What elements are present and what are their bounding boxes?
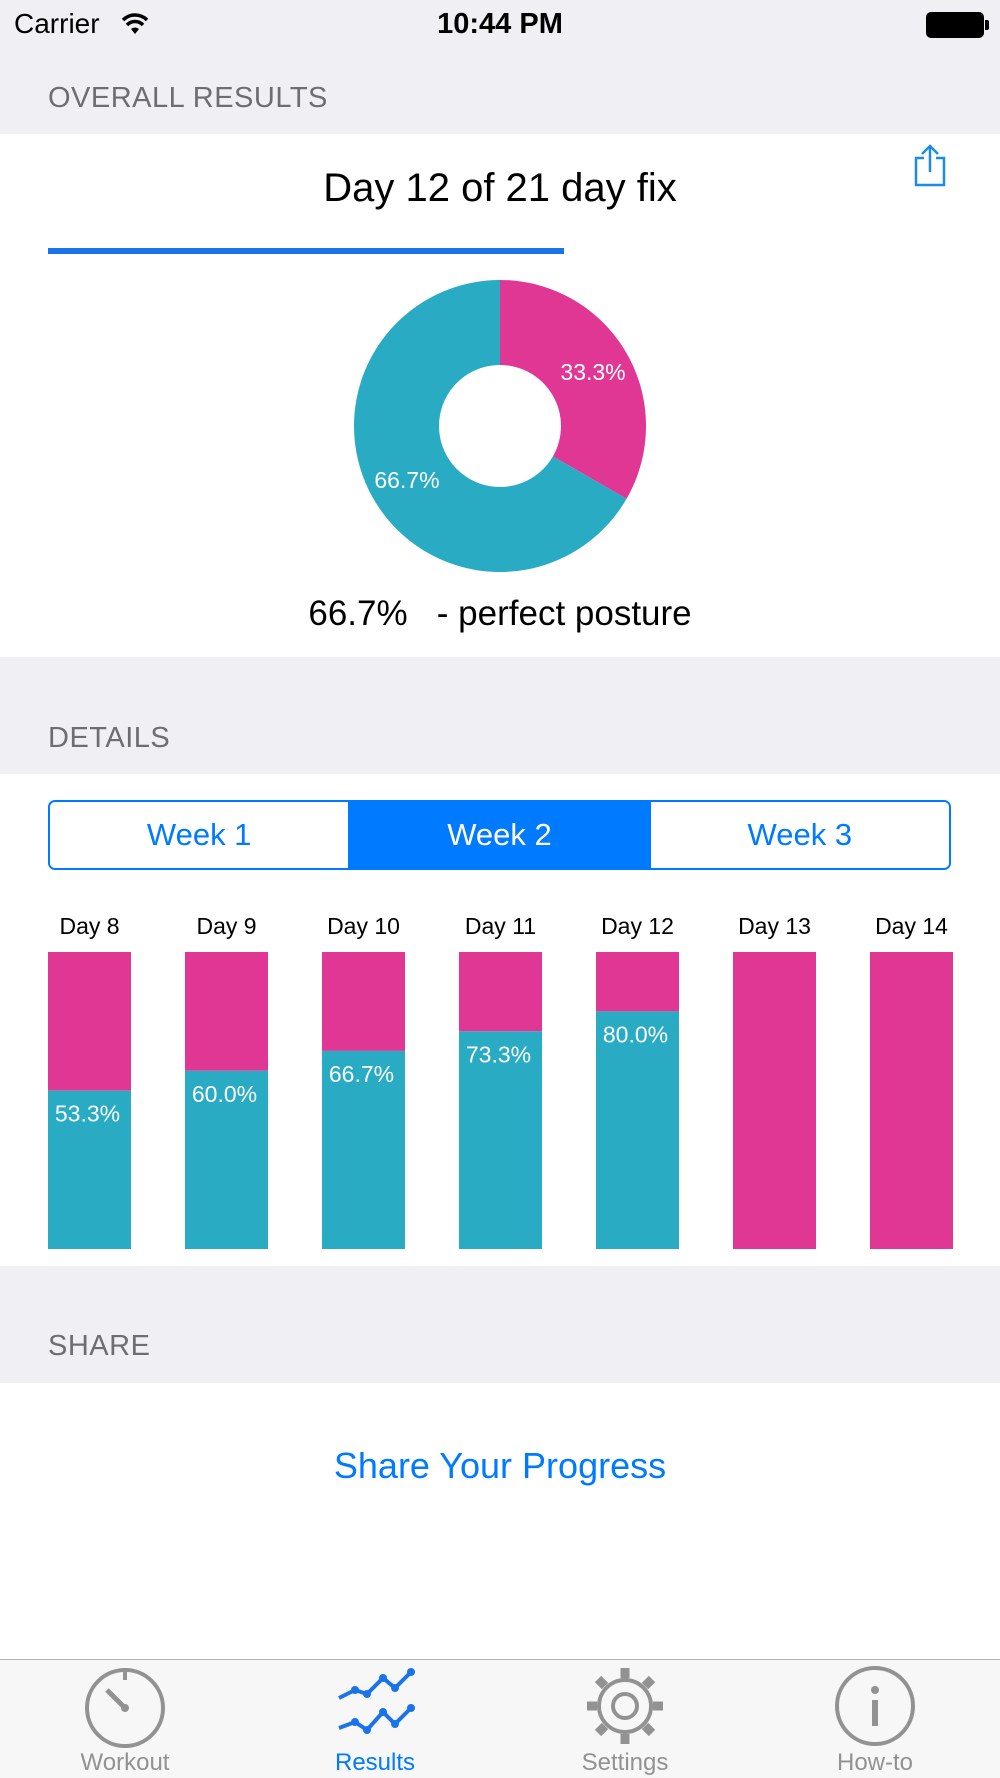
- bar-good-segment: [185, 1070, 268, 1249]
- tab-settings-label: Settings: [581, 1749, 669, 1776]
- day-progress-title: Day 12 of 21 day fix: [323, 166, 677, 210]
- bar-good-segment: [596, 1011, 679, 1249]
- tab-settings[interactable]: Settings: [500, 1660, 750, 1778]
- tab-results[interactable]: Results: [250, 1660, 500, 1778]
- bar-bad-segment: [596, 952, 679, 1012]
- bar-good-segment: [322, 1050, 405, 1249]
- bar-category-label: Day 12: [601, 913, 674, 939]
- bar-value-label: 60.0%: [192, 1081, 257, 1107]
- overall-results-card: Day 12 of 21 day fix 33.3% 66.7% 66.7% - …: [0, 134, 1000, 657]
- status-time: 10:44 PM: [437, 8, 563, 40]
- bar-value-label: 80.0%: [603, 1021, 668, 1047]
- posture-text: - perfect posture: [427, 594, 692, 633]
- bar-bad-segment: [870, 952, 953, 1249]
- donut-slice-0: [500, 280, 646, 499]
- day-progress-bar: [48, 248, 952, 254]
- donut-slice-1: [354, 280, 627, 572]
- week-2-segment[interactable]: Week 2: [350, 802, 651, 868]
- tab-how-to-label: How-to: [836, 1749, 914, 1776]
- share-card: Share Your Progress: [0, 1383, 1000, 1659]
- tab-how-to[interactable]: How-to: [750, 1660, 1000, 1778]
- status-bar: Carrier 10:44 PM: [0, 0, 1000, 50]
- share-icon[interactable]: [912, 144, 948, 193]
- overall-results-header: OVERALL RESULTS: [48, 82, 328, 114]
- posture-summary: 66.7% - perfect posture: [0, 594, 1000, 634]
- week-segmented-control: Week 1 Week 2 Week 3: [48, 800, 951, 870]
- bar-category-label: Day 13: [738, 913, 811, 939]
- bar-category-label: Day 8: [59, 913, 119, 939]
- stopwatch-icon: [85, 1668, 165, 1748]
- bar-category-label: Day 14: [875, 913, 948, 939]
- bar-category-label: Day 10: [327, 913, 400, 939]
- gear-icon: [587, 1668, 663, 1744]
- bar-good-segment: [48, 1090, 131, 1249]
- carrier-label: Carrier: [14, 8, 100, 39]
- bar-bad-segment: [185, 952, 268, 1071]
- details-card: Week 1 Week 2 Week 3 Day 8 53.3% Day 9 60.0…: [0, 774, 1000, 1266]
- donut-slice-label-0: 33.3%: [560, 359, 625, 385]
- share-progress-button[interactable]: Share Your Progress: [333, 1445, 667, 1486]
- posture-percent: 66.7%: [308, 594, 408, 633]
- tab-bar: Workout Results: [0, 1659, 1000, 1778]
- wifi-icon: [120, 12, 150, 41]
- details-header: DETAILS: [48, 722, 171, 754]
- bar-bad-segment: [48, 952, 131, 1091]
- bar-bad-segment: [459, 952, 542, 1032]
- info-icon: [835, 1666, 915, 1746]
- bar-good-segment: [459, 1031, 542, 1249]
- tab-results-label: Results: [334, 1749, 416, 1776]
- tab-workout[interactable]: Workout: [0, 1660, 250, 1778]
- bar-category-label: Day 9: [196, 913, 256, 939]
- bar-value-label: 66.7%: [329, 1061, 394, 1087]
- bar-category-label: Day 11: [465, 913, 536, 939]
- bar-value-label: 53.3%: [55, 1101, 120, 1127]
- week-3-segment[interactable]: Week 3: [650, 802, 949, 868]
- bar-value-label: 73.3%: [466, 1041, 531, 1067]
- battery-icon: [926, 12, 990, 38]
- tab-workout-label: Workout: [80, 1749, 170, 1776]
- posture-donut-chart: 33.3% 66.7%: [354, 280, 646, 572]
- week-1-segment[interactable]: Week 1: [50, 802, 351, 868]
- daily-posture-bar-chart: Day 8 53.3% Day 9 60.0% Day 10 66.7% Day 11 73.…: [48, 913, 953, 1249]
- line-chart-icon: [338, 1668, 415, 1734]
- day-progress-fill: [48, 248, 565, 254]
- share-header: SHARE: [48, 1330, 151, 1362]
- bar-bad-segment: [322, 952, 405, 1051]
- donut-slice-label-1: 66.7%: [374, 467, 439, 493]
- bar-bad-segment: [733, 952, 816, 1249]
